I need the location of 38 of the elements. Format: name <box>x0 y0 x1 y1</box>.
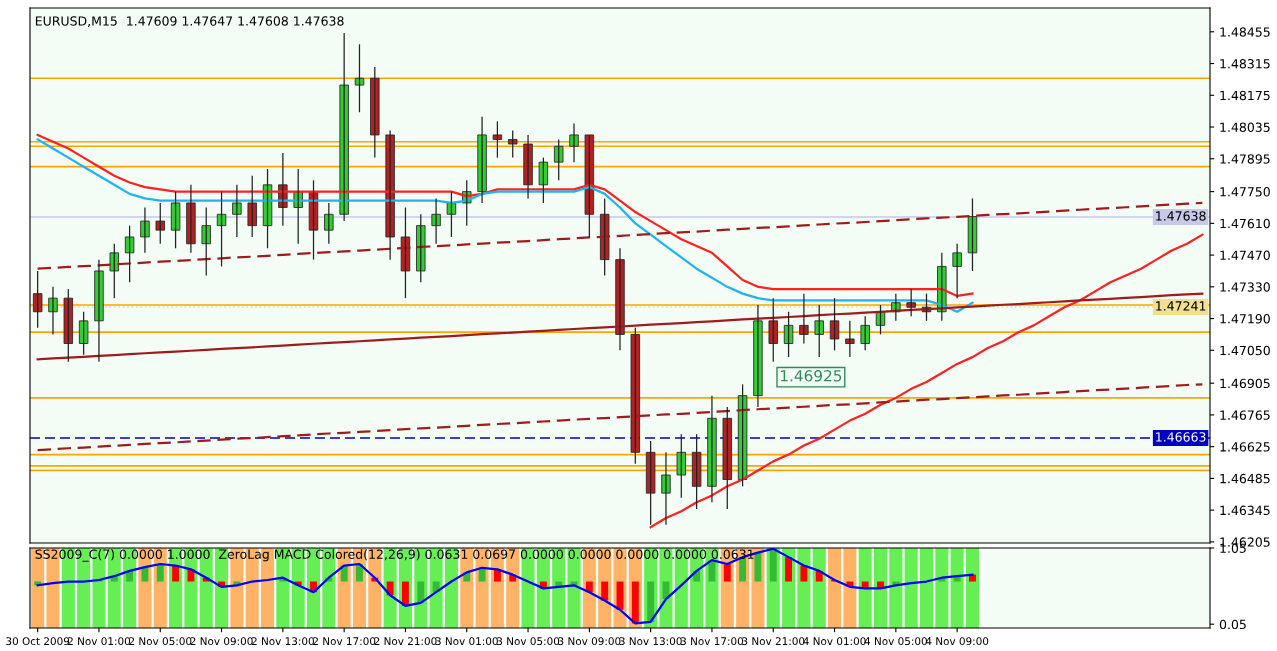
ref-line-label: 1.47241 <box>1156 301 1206 311</box>
x-tick-label: 2 Nov 05:00 <box>129 637 192 646</box>
x-tick-label: 3 Nov 09:00 <box>558 637 621 646</box>
x-tick-label: 2 Nov 17:00 <box>313 637 376 646</box>
y-tick-label: 1.46485 <box>1220 473 1270 484</box>
annotation: 1.46925 <box>780 370 842 382</box>
y-tick-label: 1.46905 <box>1220 378 1270 389</box>
x-tick-label: 4 Nov 01:00 <box>803 637 866 646</box>
y-tick-label: 1.48035 <box>1220 122 1270 132</box>
ref-line-label: 1.46663 <box>1156 432 1206 442</box>
x-tick-label: 3 Nov 05:00 <box>497 637 560 646</box>
ref-line-label: 1.47638 <box>1156 211 1206 221</box>
x-tick-label: 4 Nov 05:00 <box>864 637 927 646</box>
x-tick-label: 3 Nov 21:00 <box>742 637 805 646</box>
y-tick-label: 0.05 <box>1219 619 1246 630</box>
x-tick-label: 2 Nov 21:00 <box>374 637 437 646</box>
y-tick-label: 1.46345 <box>1220 505 1270 516</box>
text: EURUSD,M15 1.47609 1.47647 1.47608 1.47638 <box>35 16 344 27</box>
x-tick-label: 4 Nov 09:00 <box>925 637 989 646</box>
y-tick-label: 1.48175 <box>1220 90 1270 101</box>
y-tick-label: 1.47610 <box>1220 218 1270 229</box>
y-tick-label: 1.47895 <box>1220 154 1270 164</box>
x-tick-label: 2 Nov 13:00 <box>251 637 314 646</box>
y-tick-label: 1.47190 <box>1220 314 1270 324</box>
y-tick-label: 1.47050 <box>1220 345 1270 356</box>
y-tick-label: 1.47330 <box>1220 282 1270 292</box>
x-tick-label: 2 Nov 01:00 <box>67 637 131 646</box>
x-tick-label: 3 Nov 01:00 <box>435 637 498 646</box>
x-tick-label: 3 Nov 17:00 <box>680 637 744 646</box>
y-tick-label: 1.46625 <box>1220 442 1270 452</box>
x-tick-label: 2 Nov 09:00 <box>190 637 253 646</box>
x-tick-label: 3 Nov 13:00 <box>619 637 682 646</box>
y-tick-label: 1.47470 <box>1220 250 1270 261</box>
x-tick-label: 30 Oct 2009 <box>6 637 70 646</box>
y-tick-label: 1.48315 <box>1220 59 1270 69</box>
y-tick-label: 1.46765 <box>1220 410 1270 420</box>
y-tick-label: 1.48455 <box>1220 27 1270 37</box>
y-tick-label: 1.47750 <box>1220 187 1270 197</box>
